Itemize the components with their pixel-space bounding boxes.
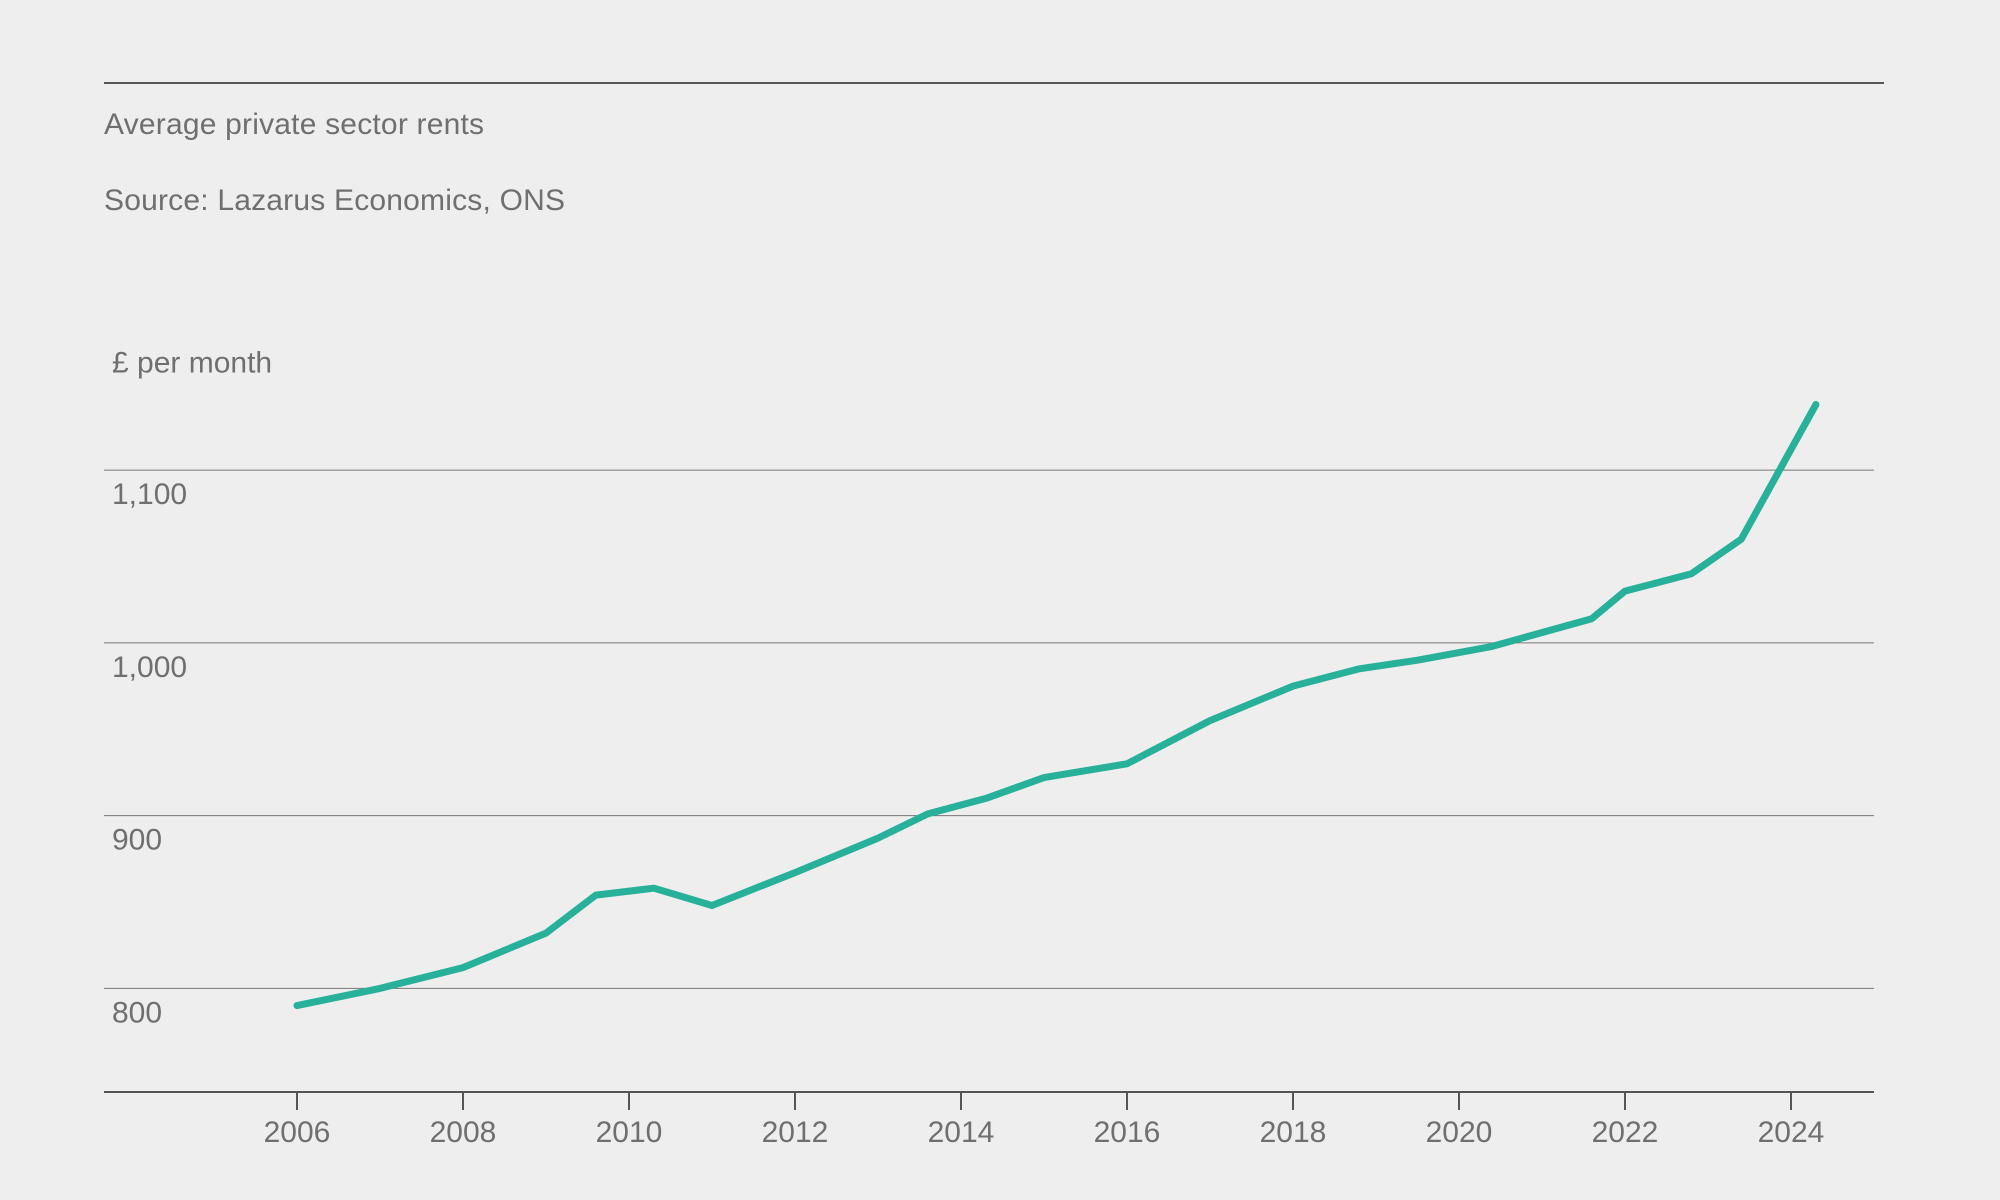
x-tick-label: 2012 bbox=[762, 1116, 829, 1149]
x-tick-label: 2006 bbox=[264, 1116, 331, 1149]
x-tick-label: 2008 bbox=[430, 1116, 497, 1149]
x-tick-label: 2024 bbox=[1758, 1116, 1825, 1149]
series-line-rent bbox=[297, 405, 1816, 1006]
y-tick-label: 900 bbox=[112, 824, 162, 857]
x-tick-label: 2014 bbox=[928, 1116, 995, 1149]
y-tick-label: 800 bbox=[112, 996, 162, 1029]
chart-source: Source: Lazarus Economics, ONS bbox=[104, 184, 565, 218]
line-chart: £ per month 800 900 1,000 1,100 2006 2008 2010 2… bbox=[94, 312, 1884, 1162]
x-tick-label: 2010 bbox=[596, 1116, 663, 1149]
x-tick-label: 2020 bbox=[1426, 1116, 1493, 1149]
y-axis-title: £ per month bbox=[112, 347, 272, 380]
x-tick-label: 2018 bbox=[1260, 1116, 1327, 1149]
page-container: Average private sector rents Source: Laz… bbox=[0, 0, 2000, 1200]
header-rule bbox=[104, 82, 1884, 84]
chart-title: Average private sector rents bbox=[104, 108, 484, 142]
y-tick-label: 1,100 bbox=[112, 478, 187, 511]
y-tick-label: 1,000 bbox=[112, 651, 187, 684]
x-tick-label: 2016 bbox=[1094, 1116, 1161, 1149]
x-tick-label: 2022 bbox=[1592, 1116, 1659, 1149]
